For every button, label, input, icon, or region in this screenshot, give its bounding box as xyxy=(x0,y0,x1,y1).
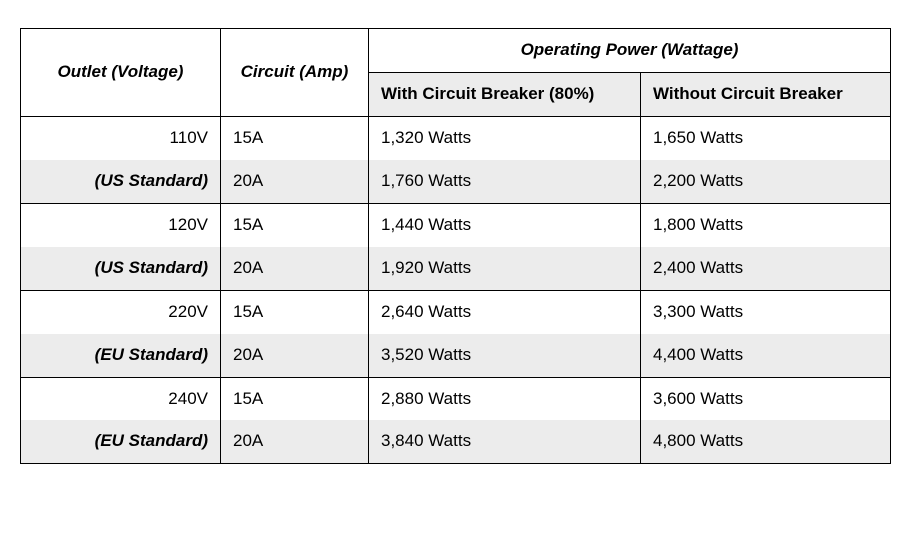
cell-without-cb: 3,300 Watts xyxy=(641,290,891,333)
table-row: (US Standard) 20A 1,760 Watts 2,200 Watt… xyxy=(21,160,891,203)
cell-amp: 15A xyxy=(221,203,369,246)
cell-voltage: 220V xyxy=(21,290,221,333)
cell-with-cb: 1,760 Watts xyxy=(369,160,641,203)
cell-with-cb: 3,520 Watts xyxy=(369,334,641,377)
header-circuit: Circuit (Amp) xyxy=(221,29,369,117)
cell-amp: 20A xyxy=(221,334,369,377)
cell-with-cb: 1,920 Watts xyxy=(369,247,641,290)
cell-without-cb: 4,400 Watts xyxy=(641,334,891,377)
cell-with-cb: 1,440 Watts xyxy=(369,203,641,246)
cell-without-cb: 4,800 Watts xyxy=(641,420,891,463)
cell-without-cb: 1,800 Watts xyxy=(641,203,891,246)
cell-amp: 20A xyxy=(221,160,369,203)
table-row: 110V 15A 1,320 Watts 1,650 Watts xyxy=(21,116,891,159)
table-header-row: Outlet (Voltage) Circuit (Amp) Operating… xyxy=(21,29,891,73)
subheader-without-cb: Without Circuit Breaker xyxy=(641,72,891,116)
cell-amp: 20A xyxy=(221,247,369,290)
cell-with-cb: 2,880 Watts xyxy=(369,377,641,420)
cell-voltage: 120V xyxy=(21,203,221,246)
cell-with-cb: 3,840 Watts xyxy=(369,420,641,463)
subheader-with-cb: With Circuit Breaker (80%) xyxy=(369,72,641,116)
cell-standard: (US Standard) xyxy=(21,160,221,203)
cell-standard: (EU Standard) xyxy=(21,334,221,377)
table-row: 120V 15A 1,440 Watts 1,800 Watts xyxy=(21,203,891,246)
power-table: Outlet (Voltage) Circuit (Amp) Operating… xyxy=(20,28,891,464)
cell-standard: (US Standard) xyxy=(21,247,221,290)
header-outlet: Outlet (Voltage) xyxy=(21,29,221,117)
cell-amp: 15A xyxy=(221,377,369,420)
cell-without-cb: 2,200 Watts xyxy=(641,160,891,203)
table-row: 220V 15A 2,640 Watts 3,300 Watts xyxy=(21,290,891,333)
table-row: (US Standard) 20A 1,920 Watts 2,400 Watt… xyxy=(21,247,891,290)
cell-voltage: 110V xyxy=(21,116,221,159)
header-power: Operating Power (Wattage) xyxy=(369,29,891,73)
cell-with-cb: 1,320 Watts xyxy=(369,116,641,159)
cell-without-cb: 2,400 Watts xyxy=(641,247,891,290)
cell-voltage: 240V xyxy=(21,377,221,420)
cell-amp: 20A xyxy=(221,420,369,463)
cell-without-cb: 1,650 Watts xyxy=(641,116,891,159)
cell-with-cb: 2,640 Watts xyxy=(369,290,641,333)
cell-standard: (EU Standard) xyxy=(21,420,221,463)
table-row: (EU Standard) 20A 3,840 Watts 4,800 Watt… xyxy=(21,420,891,463)
cell-amp: 15A xyxy=(221,290,369,333)
cell-without-cb: 3,600 Watts xyxy=(641,377,891,420)
cell-amp: 15A xyxy=(221,116,369,159)
table-row: (EU Standard) 20A 3,520 Watts 4,400 Watt… xyxy=(21,334,891,377)
table-container: Outlet (Voltage) Circuit (Amp) Operating… xyxy=(0,0,910,484)
table-row: 240V 15A 2,880 Watts 3,600 Watts xyxy=(21,377,891,420)
